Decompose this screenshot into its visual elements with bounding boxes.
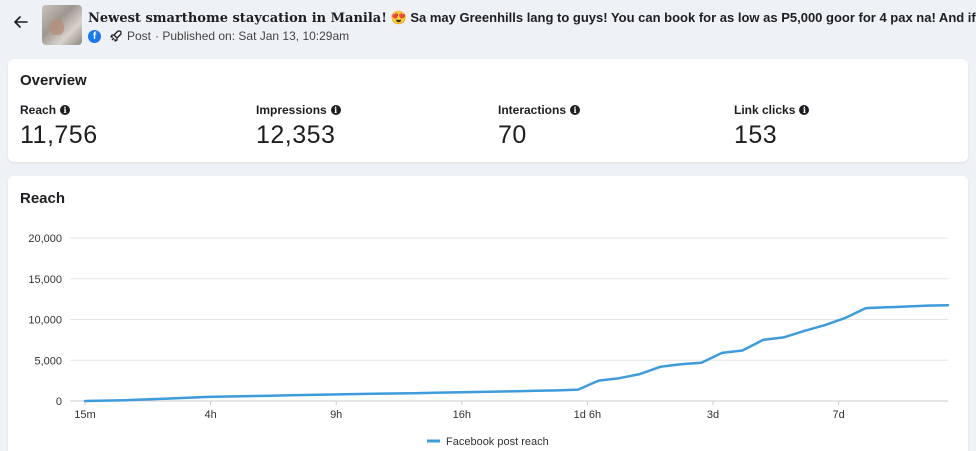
info-icon[interactable]: i — [570, 105, 581, 115]
metric-reach-label: Reach — [20, 103, 57, 117]
y-tick-label: 10,000 — [28, 315, 62, 327]
metric-interactions-label: Interactions — [498, 103, 567, 117]
heart-eyes-emoji: 😍 — [390, 10, 407, 25]
x-tick-label: 15m — [74, 409, 95, 421]
metric-impressions-value: 12,353 — [256, 121, 336, 149]
post-meta: f Post · Published on: Sat Jan 13, 10:29… — [88, 29, 349, 43]
y-tick-label: 20,000 — [28, 233, 62, 245]
overview-card: Overview Reach i 11,756 Impressions i 12… — [8, 59, 968, 162]
arrow-left-icon — [14, 16, 28, 28]
post-title-bold: Newest smarthome staycation in Manila! — [88, 11, 387, 26]
rocket-icon — [110, 30, 122, 42]
metric-impressions-label: Impressions — [256, 103, 327, 117]
reach-title: Reach — [20, 190, 66, 207]
metric-interactions-value: 70 — [498, 121, 527, 149]
post-title[interactable]: Newest smarthome staycation in Manila! 😍… — [88, 10, 976, 26]
facebook-icon: f — [88, 29, 101, 43]
metric-link-clicks: Link clicks i 153 — [734, 103, 810, 150]
metric-impressions: Impressions i 12,353 — [256, 103, 341, 150]
info-icon[interactable]: i — [330, 105, 341, 115]
metric-interactions: Interactions i 70 — [498, 103, 581, 150]
reach-chart: 0 5,000 10,000 15,000 20,000 15m 4h 9h 16h 1d 6h 3… — [28, 233, 950, 448]
info-icon[interactable]: i — [60, 105, 71, 115]
x-tick-label: 7d — [832, 409, 844, 421]
reach-card: Reach 0 5,000 10,000 15,000 20,000 15m 4h 9h 16h… — [8, 176, 968, 451]
post-thumbnail[interactable] — [42, 5, 82, 45]
metric-reach-value: 11,756 — [20, 121, 98, 149]
x-tick-label: 9h — [330, 409, 342, 421]
reach-series-line — [83, 303, 950, 403]
metric-link-clicks-value: 153 — [734, 121, 778, 149]
x-tick-label: 1d 6h — [574, 409, 602, 421]
post-title-rest: Sa may Greenhills lang to guys! You can … — [410, 10, 976, 25]
y-tick-label: 0 — [56, 396, 62, 408]
post-type: Post — [127, 29, 152, 43]
published-date: · Published on: Sat Jan 13, 10:29am — [155, 29, 350, 43]
y-tick-label: 15,000 — [28, 274, 62, 286]
metric-link-clicks-label: Link clicks — [734, 103, 796, 117]
metric-reach: Reach i 11,756 — [20, 103, 98, 150]
y-tick-label: 5,000 — [34, 355, 62, 367]
overview-title: Overview — [20, 72, 87, 89]
x-tick-label: 16h — [453, 409, 471, 421]
legend-label: Facebook post reach — [446, 436, 549, 448]
x-tick-label: 4h — [204, 409, 216, 421]
post-header: Newest smarthome staycation in Manila! 😍… — [0, 0, 976, 58]
info-icon[interactable]: i — [799, 105, 810, 115]
back-arrow-icon[interactable] — [10, 14, 32, 36]
x-tick-label: 3d — [707, 409, 719, 421]
